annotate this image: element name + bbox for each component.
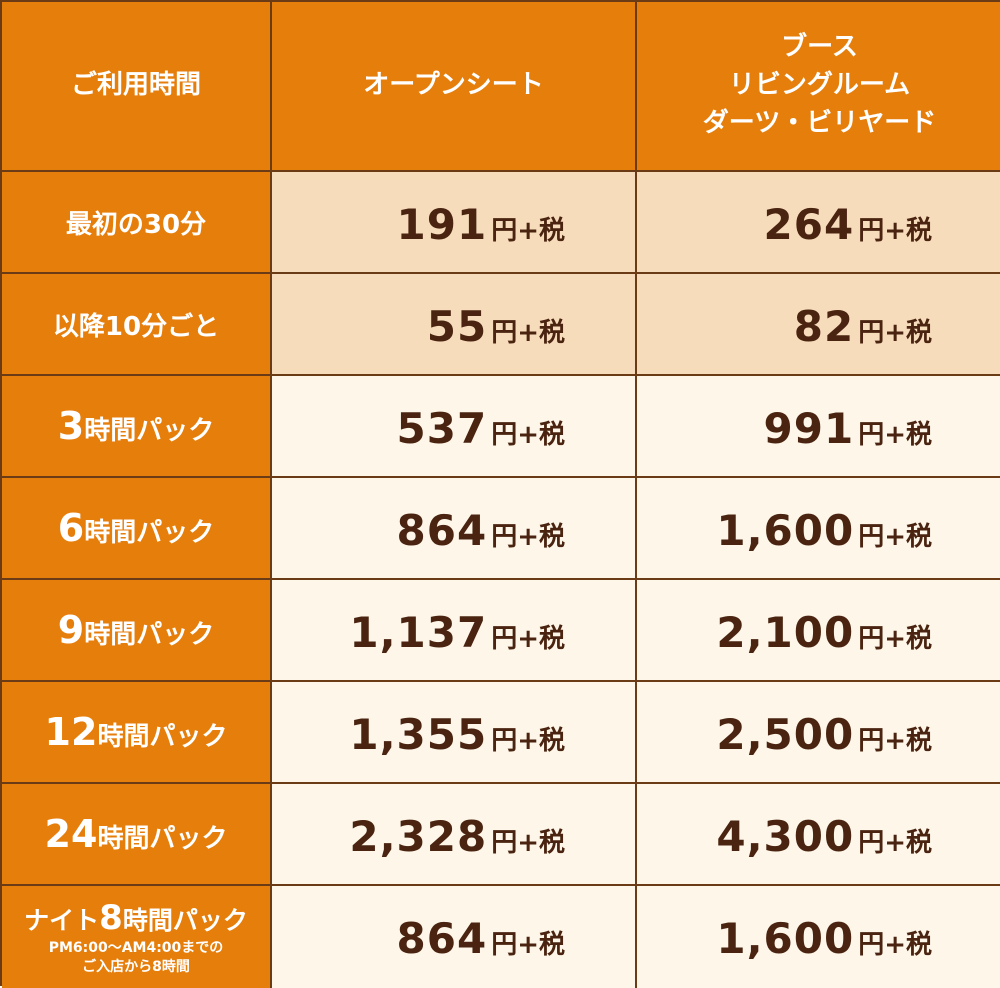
price-booth-12h-pack: 2,500 円+税 xyxy=(637,682,1000,784)
price-unit: 円+税 xyxy=(858,420,932,450)
row-label-number: 3 xyxy=(57,404,85,448)
price-value: 864 xyxy=(396,506,488,555)
row-label-number: 24 xyxy=(44,812,98,856)
price-value: 82 xyxy=(793,302,855,351)
row-label-first-30min: 最初の30分 xyxy=(2,172,272,274)
price-unit: 円+税 xyxy=(858,522,932,552)
row-label-12h-pack: 12 時間パック xyxy=(2,682,272,784)
price-value: 2,500 xyxy=(716,710,855,759)
price-unit: 円+税 xyxy=(491,216,565,246)
row-label-9h-pack: 9 時間パック xyxy=(2,580,272,682)
price-unit: 円+税 xyxy=(491,522,565,552)
price-booth-first-30min: 264 円+税 xyxy=(637,172,1000,274)
price-unit: 円+税 xyxy=(858,318,932,348)
row-label-3h-pack: 3 時間パック xyxy=(2,376,272,478)
price-unit: 円+税 xyxy=(858,726,932,756)
price-value: 991 xyxy=(763,404,855,453)
price-value: 1,600 xyxy=(716,914,855,963)
price-value: 864 xyxy=(396,914,488,963)
row-label-text: 以降10分ごと xyxy=(52,311,220,342)
price-value: 2,100 xyxy=(716,608,855,657)
price-value: 55 xyxy=(426,302,488,351)
price-value: 191 xyxy=(396,200,488,249)
price-value: 1,355 xyxy=(349,710,488,759)
row-label-text: 時間パック xyxy=(84,518,215,548)
price-unit: 円+税 xyxy=(491,318,565,348)
price-booth-3h-pack: 991 円+税 xyxy=(637,376,1000,478)
price-open-per-10min: 55 円+税 xyxy=(272,274,637,376)
price-booth-9h-pack: 2,100 円+税 xyxy=(637,580,1000,682)
header-usage-time-label: ご利用時間 xyxy=(70,70,201,101)
price-unit: 円+税 xyxy=(858,930,932,960)
row-label-text: 時間パック xyxy=(84,620,215,650)
header-open-seat-label: オープンシート xyxy=(363,70,544,101)
price-open-12h-pack: 1,355 円+税 xyxy=(272,682,637,784)
header-booth-line-2: リビングルーム xyxy=(728,70,911,101)
row-label-prefix: ナイト xyxy=(24,905,100,935)
price-open-9h-pack: 1,137 円+税 xyxy=(272,580,637,682)
price-value: 537 xyxy=(396,404,488,453)
price-value: 1,600 xyxy=(716,506,855,555)
header-booth-line-1: ブース xyxy=(781,32,858,63)
row-label-text: 時間パック xyxy=(84,416,215,446)
price-unit: 円+税 xyxy=(491,828,565,858)
row-label-6h-pack: 6 時間パック xyxy=(2,478,272,580)
price-booth-night-8h-pack: 1,600 円+税 xyxy=(637,886,1000,988)
price-open-first-30min: 191 円+税 xyxy=(272,172,637,274)
price-unit: 円+税 xyxy=(858,216,932,246)
price-unit: 円+税 xyxy=(858,828,932,858)
row-label-number: 6 xyxy=(57,506,85,550)
price-open-24h-pack: 2,328 円+税 xyxy=(272,784,637,886)
header-booth-line-3: ダーツ・ビリヤード xyxy=(702,107,937,138)
row-label-24h-pack: 24 時間パック xyxy=(2,784,272,886)
night-pack-note-line-2: ご入店から8時間 xyxy=(82,959,190,975)
row-label-text: 時間パック xyxy=(122,905,248,935)
row-label-number: 8 xyxy=(99,897,123,938)
header-open-seat: オープンシート xyxy=(272,2,637,172)
price-value: 1,137 xyxy=(349,608,488,657)
row-label-number: 12 xyxy=(44,710,98,754)
price-booth-per-10min: 82 円+税 xyxy=(637,274,1000,376)
price-unit: 円+税 xyxy=(491,930,565,960)
price-open-6h-pack: 864 円+税 xyxy=(272,478,637,580)
price-unit: 円+税 xyxy=(491,624,565,654)
header-booth: ブース リビングルーム ダーツ・ビリヤード xyxy=(637,2,1000,172)
row-label-text: 時間パック xyxy=(97,722,228,752)
row-label-text: 時間パック xyxy=(97,824,228,854)
price-value: 264 xyxy=(763,200,855,249)
night-pack-note-line-1: PM6:00～AM4:00までの xyxy=(48,939,224,956)
price-booth-6h-pack: 1,600 円+税 xyxy=(637,478,1000,580)
price-value: 4,300 xyxy=(716,812,855,861)
price-unit: 円+税 xyxy=(491,420,565,450)
price-open-3h-pack: 537 円+税 xyxy=(272,376,637,478)
price-value: 2,328 xyxy=(349,812,488,861)
row-label-text: 最初の30分 xyxy=(65,209,207,240)
row-label-number: 9 xyxy=(57,608,85,652)
price-unit: 円+税 xyxy=(491,726,565,756)
header-usage-time: ご利用時間 xyxy=(2,2,272,172)
price-unit: 円+税 xyxy=(858,624,932,654)
price-open-night-8h-pack: 864 円+税 xyxy=(272,886,637,988)
row-label-night-8h-pack: ナイト 8 時間パック PM6:00～AM4:00までの ご入店から8時間 xyxy=(2,886,272,988)
row-label-per-10min: 以降10分ごと xyxy=(2,274,272,376)
price-booth-24h-pack: 4,300 円+税 xyxy=(637,784,1000,886)
